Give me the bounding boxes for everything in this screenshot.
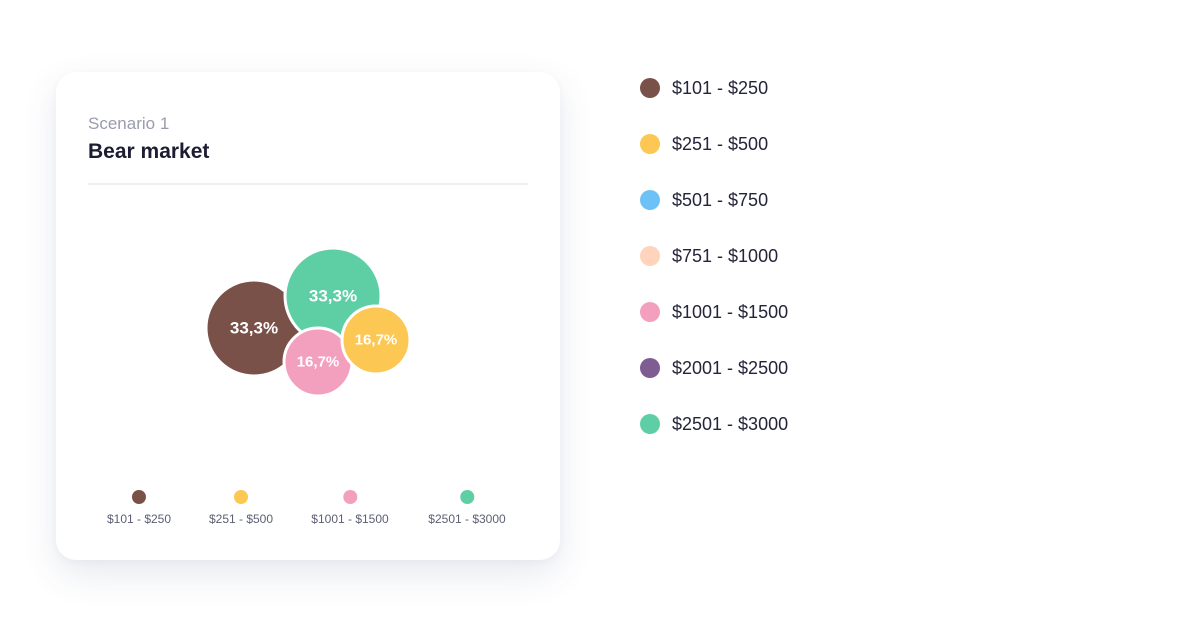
legend-swatch [640,246,660,266]
bubble-chart: 33,3% 33,3% 16,7% 16,7% [204,246,412,398]
legend-label: $101 - $250 [106,512,172,526]
legend-swatch [234,490,248,504]
bubble-circle [340,304,412,376]
legend-swatch [343,490,357,504]
chart-title: Bear market [88,140,210,163]
legend-swatch [640,358,660,378]
legend-label: $1001 - $1500 [311,512,389,526]
scenario-label: Scenario 1 [88,114,170,133]
legend-label: $1001 - $1500 [672,302,789,322]
chart-legend-item: $101 - $250 [107,490,171,526]
bubble-label: 16,7% [355,332,398,349]
legend-swatch [640,190,660,210]
legend-label: $2001 - $2500 [672,358,789,378]
chart-legend-item: $1001 - $1500 [311,490,389,526]
legend-swatch [132,490,146,504]
legend-label: $251 - $500 [208,512,274,526]
legend-swatch [640,414,660,434]
bubble-label: 33,3% [230,319,278,338]
chart-legend-item: $2501 - $3000 [428,490,506,526]
legend-label: $501 - $750 [672,190,769,210]
bubble: 16,7% [282,326,354,398]
legend-label: $251 - $500 [672,134,769,154]
bubble-label: 16,7% [297,354,340,371]
legend-swatch [460,490,474,504]
bubble-label: 33,3% [309,287,357,306]
bubble: 33,3% [204,278,304,378]
legend-swatch [640,134,660,154]
bubble: 16,7% [340,304,412,376]
legend-label: $2501 - $3000 [672,414,789,434]
chart-legend-item: $251 - $500 [209,490,273,526]
legend-label: $751 - $1000 [672,246,779,266]
legend-swatch [640,78,660,98]
legend-swatch [640,302,660,322]
legend-label: $2501 - $3000 [428,512,506,526]
chart-card: Scenario 1 Bear market 33,3% 33,3% 16,7% 16… [56,72,560,560]
divider [88,183,528,185]
legend-label: $101 - $250 [672,78,769,98]
chart-legend: $101 - $250 $251 - $500 $1001 - $1500 $2501… [56,490,560,530]
